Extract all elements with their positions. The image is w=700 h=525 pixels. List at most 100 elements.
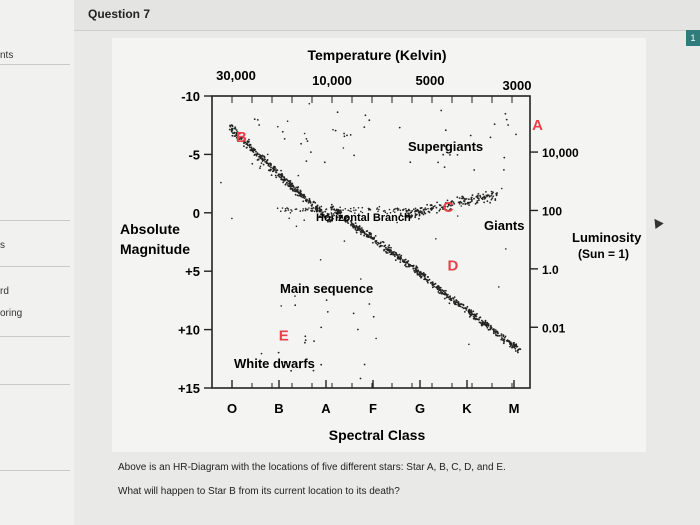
star-point xyxy=(490,194,492,197)
star-point xyxy=(468,316,471,318)
sidebar-item-rd[interactable]: rd xyxy=(0,286,9,297)
star-point xyxy=(235,133,238,136)
star-point xyxy=(287,185,290,188)
star-point xyxy=(346,220,349,223)
star-point xyxy=(293,190,295,192)
star-point xyxy=(343,240,346,242)
star-point xyxy=(453,302,455,304)
sidebar-item-s[interactable]: s xyxy=(0,240,5,251)
star-point xyxy=(230,124,233,126)
star-point xyxy=(307,202,310,204)
main-sequence-label: Main sequence xyxy=(280,281,373,296)
star-point xyxy=(424,278,426,281)
star-point xyxy=(320,205,323,208)
star-point xyxy=(290,369,292,372)
star-point xyxy=(485,191,487,193)
star-point xyxy=(284,208,287,210)
star-point xyxy=(445,209,448,211)
star-point xyxy=(316,204,319,207)
star-point xyxy=(451,204,454,207)
star-point xyxy=(269,168,272,171)
star-point xyxy=(308,197,311,200)
star-point xyxy=(390,246,392,249)
star-point xyxy=(504,335,507,338)
star-point xyxy=(475,313,477,316)
star-point xyxy=(256,119,259,121)
star-point xyxy=(489,326,492,328)
star-point xyxy=(423,210,426,213)
star-point xyxy=(230,129,233,131)
star-point xyxy=(458,203,461,205)
star-point xyxy=(496,330,499,333)
star-point xyxy=(434,282,437,285)
star-point xyxy=(319,215,321,218)
star-point xyxy=(284,183,287,186)
star-point xyxy=(243,145,245,148)
star-point xyxy=(444,205,447,208)
star-point xyxy=(474,318,477,321)
star-point xyxy=(486,326,489,329)
star-point xyxy=(245,142,248,145)
star-point xyxy=(422,272,425,274)
star-point xyxy=(334,129,337,132)
star-point xyxy=(450,297,453,300)
bottom-tick-label: M xyxy=(509,401,520,416)
star-point xyxy=(326,311,329,313)
star-point xyxy=(460,303,463,305)
star-point xyxy=(405,265,408,268)
star-point xyxy=(443,145,446,148)
star-point xyxy=(357,228,360,230)
star-point xyxy=(470,198,473,201)
star-point xyxy=(308,199,310,202)
star-point xyxy=(250,146,253,149)
star-point xyxy=(267,163,270,166)
star-point xyxy=(462,203,464,205)
star-point xyxy=(454,302,457,304)
star-point xyxy=(343,135,346,138)
star-point xyxy=(420,272,423,275)
scatter-points xyxy=(220,102,522,380)
star-point xyxy=(480,319,483,322)
star-point xyxy=(417,211,420,214)
star-point xyxy=(490,192,493,195)
star-point xyxy=(394,255,396,258)
left-sidebar: nts s rd oring xyxy=(0,0,74,525)
star-point xyxy=(486,194,489,197)
sidebar-item-points[interactable]: nts xyxy=(0,50,14,61)
star-point xyxy=(494,333,497,335)
star-point xyxy=(394,251,397,254)
star-point xyxy=(220,181,222,184)
star-point xyxy=(368,208,371,210)
star-point xyxy=(399,209,402,212)
flag-badge[interactable]: 1 xyxy=(686,30,700,46)
star-point xyxy=(495,194,498,196)
right-tick-label: 0.01 xyxy=(542,321,566,335)
star-point xyxy=(426,276,429,278)
star-point xyxy=(441,289,444,292)
star-point xyxy=(480,324,483,326)
star-point xyxy=(354,228,357,231)
star-point xyxy=(406,260,408,263)
star-point xyxy=(500,333,503,335)
star-point xyxy=(304,341,306,344)
star-point xyxy=(423,208,425,211)
star-point xyxy=(379,245,382,248)
star-point xyxy=(463,197,466,200)
star-point xyxy=(435,238,437,240)
star-point xyxy=(455,299,458,302)
star-point xyxy=(320,363,323,366)
star-point xyxy=(396,207,399,209)
star-point xyxy=(491,197,494,200)
left-tick-label: 0 xyxy=(193,206,200,221)
star-point xyxy=(457,305,460,307)
star-point xyxy=(241,135,243,138)
star-point xyxy=(430,204,433,207)
sidebar-item-oring[interactable]: oring xyxy=(0,308,23,319)
star-point xyxy=(393,251,395,253)
star-point xyxy=(331,208,333,210)
star-point xyxy=(374,240,377,243)
star-point xyxy=(422,213,425,216)
star-point xyxy=(469,201,472,204)
star-point xyxy=(275,169,277,172)
star-point xyxy=(403,208,405,211)
